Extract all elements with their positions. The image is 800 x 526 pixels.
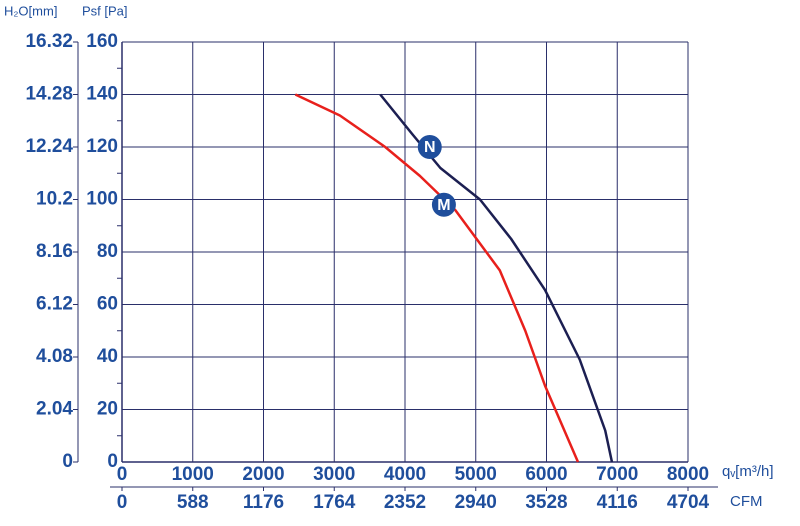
annotation: M: [437, 197, 450, 214]
x-tick-label: 2000: [242, 464, 284, 485]
x-tick-label: 6000: [525, 464, 567, 485]
y2-tick-label: 12.24: [25, 136, 73, 157]
annotation-marker: [417, 135, 442, 159]
x2-tick-label: 588: [177, 492, 209, 513]
x-tick-label: 0: [117, 464, 128, 485]
y2-tick-label: 4.08: [36, 346, 73, 367]
x2-tick-label: 1764: [313, 492, 356, 513]
y2-tick-label: 0: [62, 451, 73, 472]
x2-tick-label: 4704: [667, 492, 710, 513]
x2-tick-label: 2352: [384, 492, 426, 513]
x2-tick-label: 2940: [455, 492, 497, 513]
annotation-marker: [431, 192, 456, 217]
x2-axis-label: CFM: [730, 493, 763, 510]
x-tick-label: 7000: [596, 464, 638, 485]
y-tick-label: 20: [97, 399, 118, 420]
x2-tick-label: 1176: [243, 492, 284, 513]
y-tick-label: 40: [97, 346, 118, 367]
y2-tick-label: 8.16: [36, 241, 73, 262]
x-tick-label: 1000: [172, 464, 214, 485]
y2-tick-label: 6.12: [36, 294, 73, 315]
y-tick-label: 120: [86, 136, 118, 157]
y-axis-label: Psf [Pa]: [82, 3, 128, 18]
x-tick-label: 5000: [455, 464, 497, 485]
y-tick-label: 100: [86, 189, 118, 210]
x2-tick-label: 4116: [597, 492, 638, 513]
series-line: [294, 93, 580, 463]
y-tick-label: 160: [86, 31, 118, 52]
x-axis-label: qᵥ[m³/h]: [722, 463, 774, 480]
y2-tick-label: 16.32: [25, 31, 73, 52]
y2-tick-label: 10.2: [36, 189, 73, 210]
x-tick-label: 3000: [313, 464, 355, 485]
y2-tick-label: 2.04: [36, 399, 73, 420]
x-tick-label: 8000: [667, 464, 709, 485]
y-tick-label: 60: [97, 294, 118, 315]
y-tick-label: 80: [97, 241, 118, 262]
series-line: [379, 93, 614, 463]
annotation: N: [424, 139, 436, 156]
x2-tick-label: 3528: [525, 492, 567, 513]
y-tick-label: 0: [107, 451, 118, 472]
y-tick-label: 140: [86, 84, 118, 105]
x-tick-label: 4000: [384, 464, 426, 485]
x2-tick-label: 0: [117, 492, 128, 513]
y2-tick-label: 14.28: [25, 84, 73, 105]
y2-axis-label: H₂O[mm]: [4, 3, 57, 18]
